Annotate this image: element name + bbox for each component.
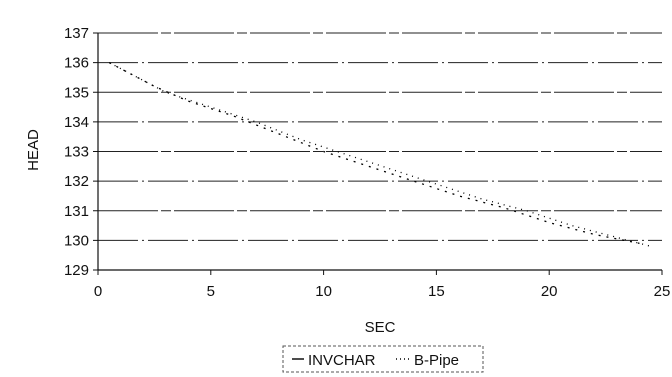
- y-tick-label-132: 132: [64, 173, 89, 190]
- y-tick-label-137: 137: [64, 25, 89, 42]
- x-tick-label-20: 20: [541, 283, 558, 300]
- y-tick-label-129: 129: [64, 262, 89, 279]
- y-tick-label-135: 135: [64, 84, 89, 101]
- y-tick-label-136: 136: [64, 55, 89, 72]
- legend-label-invchar: INVCHAR: [308, 352, 376, 369]
- gridlines: [98, 32, 662, 241]
- x-tick-label-25: 25: [654, 283, 671, 300]
- y-tick-label-130: 130: [64, 232, 89, 249]
- y-tick-label-134: 134: [64, 114, 89, 131]
- x-tick-label-15: 15: [428, 283, 445, 300]
- series-lines: [108, 62, 651, 247]
- y-tick-label-133: 133: [64, 144, 89, 161]
- x-tick-label-0: 0: [94, 283, 102, 300]
- y-axis-title: HEAD: [25, 129, 42, 171]
- x-tick-label-5: 5: [207, 283, 215, 300]
- legend-box: [282, 345, 484, 373]
- x-tick-label-10: 10: [315, 283, 332, 300]
- x-axis-title: SEC: [365, 319, 396, 336]
- series-line-invchar: [108, 62, 640, 244]
- axes: [93, 32, 663, 275]
- tick-labels: 129 130 131 132 133 134 135 136 137 0 5 10 15 20 25: [64, 25, 670, 300]
- legend-label-bpipe: B-Pipe: [414, 352, 459, 369]
- y-tick-label-131: 131: [64, 203, 89, 220]
- legend: INVCHAR B-Pipe: [282, 345, 484, 373]
